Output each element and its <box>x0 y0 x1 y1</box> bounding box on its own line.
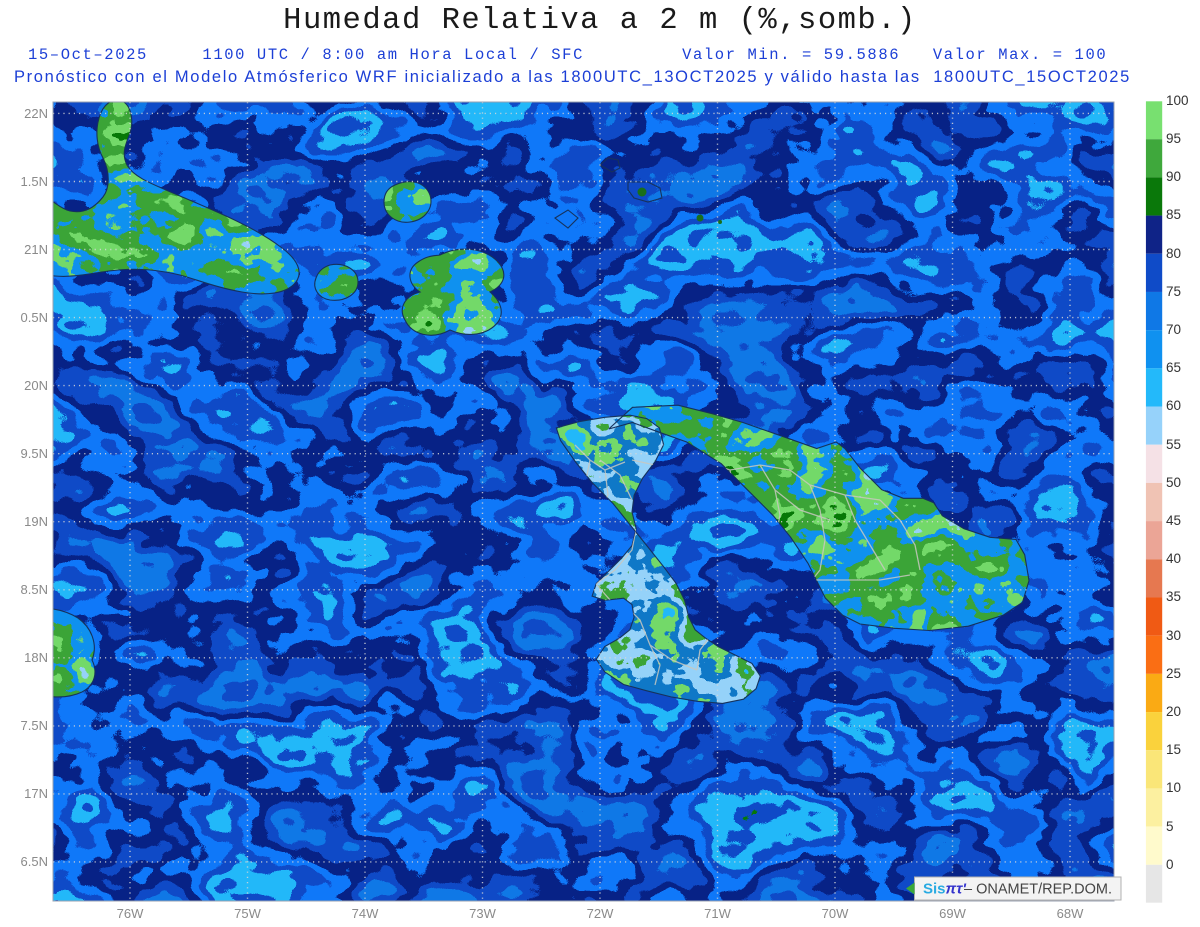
svg-text:75W: 75W <box>234 906 261 921</box>
svg-text:8.5N: 8.5N <box>21 582 48 597</box>
svg-text:18N: 18N <box>24 650 48 665</box>
svg-text:15: 15 <box>1166 742 1181 757</box>
svg-text:80: 80 <box>1166 246 1181 261</box>
svg-text:21N: 21N <box>24 242 48 257</box>
svg-text:9.5N: 9.5N <box>21 446 48 461</box>
svg-text:65: 65 <box>1166 360 1181 375</box>
svg-text:19N: 19N <box>24 514 48 529</box>
svg-text:1.5N: 1.5N <box>21 174 48 189</box>
svg-text:Sisπτ': Sisπτ' <box>923 881 966 898</box>
svg-text:85: 85 <box>1166 207 1181 222</box>
svg-text:60: 60 <box>1166 398 1181 413</box>
svg-text:20N: 20N <box>24 378 48 393</box>
svg-text:45: 45 <box>1166 513 1181 528</box>
svg-text:90: 90 <box>1166 169 1181 184</box>
svg-text:25: 25 <box>1166 666 1181 681</box>
svg-text:75: 75 <box>1166 284 1181 299</box>
svg-text:70W: 70W <box>822 906 849 921</box>
svg-text:22N: 22N <box>24 106 48 121</box>
svg-text:0.5N: 0.5N <box>21 310 48 325</box>
svg-text:20: 20 <box>1166 704 1181 719</box>
svg-text:55: 55 <box>1166 437 1181 452</box>
svg-text:71W: 71W <box>704 906 731 921</box>
svg-text:6.5N: 6.5N <box>21 854 48 869</box>
svg-text:7.5N: 7.5N <box>21 718 48 733</box>
svg-text:95: 95 <box>1166 131 1181 146</box>
svg-text:72W: 72W <box>587 906 614 921</box>
svg-text:– ONAMET/REP.DOM.: – ONAMET/REP.DOM. <box>964 882 1112 898</box>
svg-text:100: 100 <box>1166 93 1189 108</box>
svg-text:10: 10 <box>1166 780 1181 795</box>
svg-text:30: 30 <box>1166 628 1181 643</box>
svg-text:35: 35 <box>1166 589 1181 604</box>
svg-text:0: 0 <box>1166 857 1174 872</box>
svg-text:50: 50 <box>1166 475 1181 490</box>
svg-text:69W: 69W <box>939 906 966 921</box>
svg-text:73W: 73W <box>469 906 496 921</box>
svg-text:68W: 68W <box>1057 906 1084 921</box>
svg-text:70: 70 <box>1166 322 1181 337</box>
svg-text:74W: 74W <box>352 906 379 921</box>
svg-text:17N: 17N <box>24 786 48 801</box>
svg-text:40: 40 <box>1166 551 1181 566</box>
svg-text:5: 5 <box>1166 819 1174 834</box>
svg-text:76W: 76W <box>117 906 144 921</box>
